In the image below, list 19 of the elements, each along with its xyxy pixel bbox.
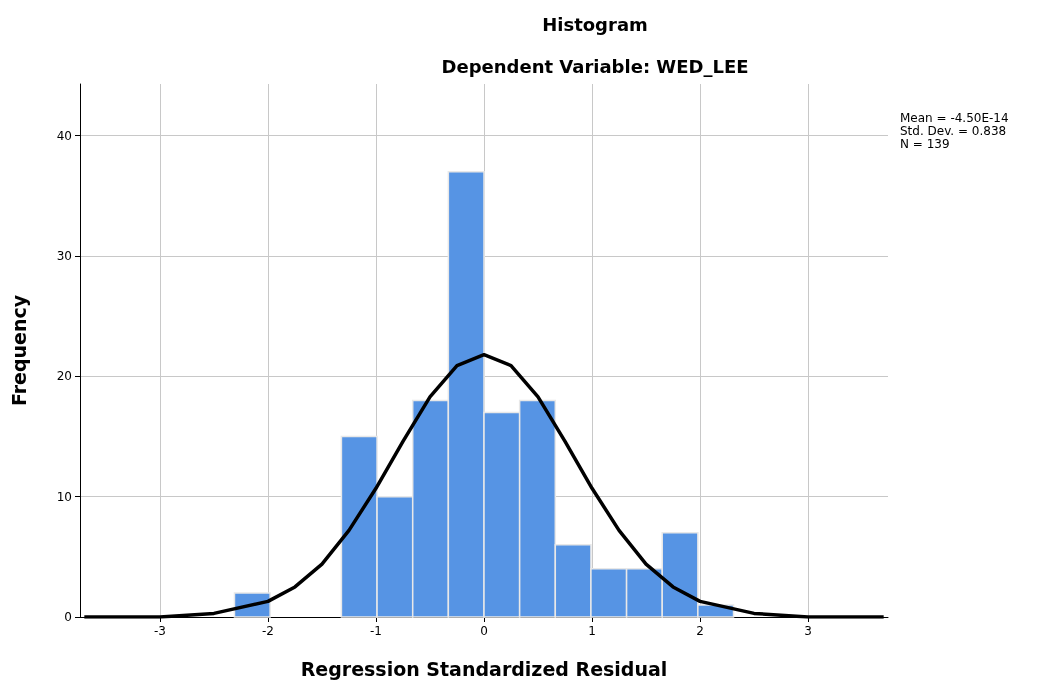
y-tick-label: 20	[56, 369, 72, 384]
x-tick-label: 0	[480, 624, 488, 638]
x-tick-label: -3	[153, 624, 166, 638]
y-tick-label: 10	[56, 489, 72, 504]
y-tick-label: 30	[56, 249, 72, 264]
y-axis-title: Frequency	[7, 294, 30, 407]
y-tick-label: 40	[56, 128, 72, 143]
chart-title: Histogram	[542, 13, 648, 35]
x-tick-label: 2	[696, 624, 704, 638]
x-tick-label: 1	[588, 624, 596, 638]
x-tick-label: 3	[804, 624, 812, 638]
y-tick-label: 0	[64, 610, 72, 624]
chart-subtitle: Dependent Variable: WED_LEE	[441, 55, 749, 77]
x-tick-label: -1	[369, 624, 382, 638]
text: Mean = -4.50E-14	[900, 111, 1009, 125]
x-tick-label: -2	[261, 624, 274, 638]
text: N = 139	[900, 137, 950, 151]
text: Std. Dev. = 0.838	[900, 124, 1007, 138]
x-axis-title: Regression Standardized Residual	[300, 657, 668, 680]
